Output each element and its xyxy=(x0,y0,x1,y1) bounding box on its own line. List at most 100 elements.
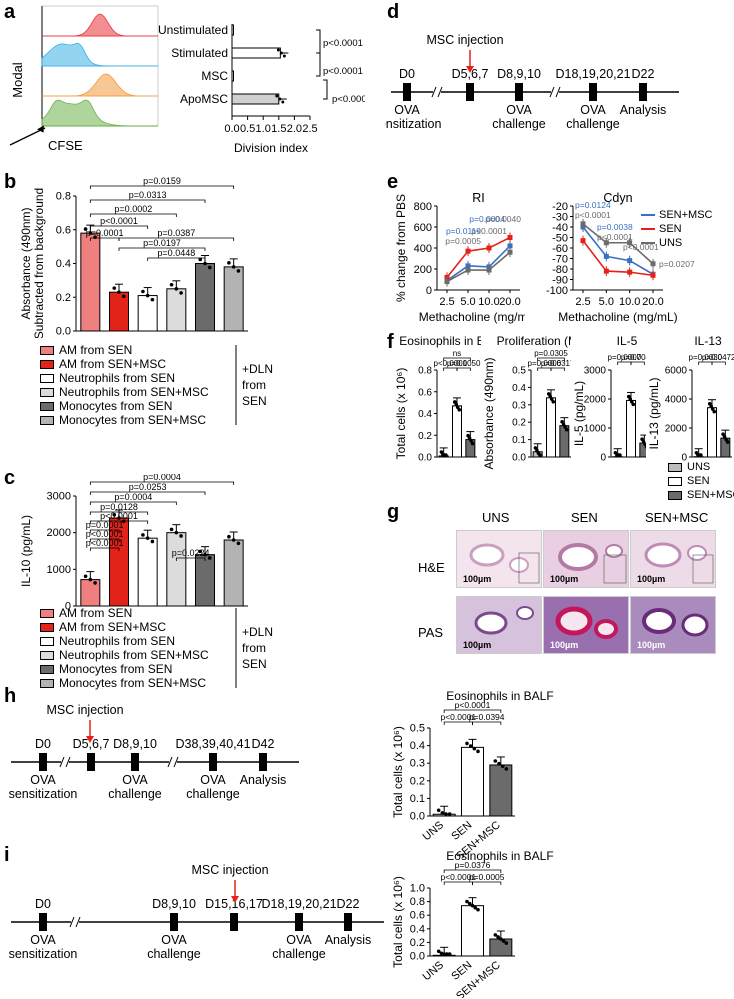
point-1-2 xyxy=(627,269,633,275)
bar-2 xyxy=(137,537,158,607)
legend-item: SEN+MSC xyxy=(641,208,713,222)
legend-item: UNS xyxy=(668,460,734,474)
pvalue-bracket: p=0.0253 xyxy=(129,482,167,492)
legend-label: AM from SEN xyxy=(59,343,133,357)
panel-label-a: a xyxy=(4,1,16,23)
injection-label: MSC injection xyxy=(46,703,123,717)
bracket-b-line3: SEN xyxy=(242,394,267,408)
he-sen-image: 100µm xyxy=(543,530,629,588)
bar-4 xyxy=(195,554,215,607)
series-line-0 xyxy=(446,245,511,282)
y-tick-2: 400 xyxy=(414,243,432,255)
y-tick-1: 0.2 xyxy=(410,937,425,949)
y-tick-1: 1000 xyxy=(584,424,607,435)
y-tick-1: -30 xyxy=(552,212,568,224)
y-tick-0: 0.0 xyxy=(512,453,526,464)
pvalue-bracket: p=0.0001 xyxy=(86,228,124,238)
flow-ylabel: Modal xyxy=(10,62,25,98)
legend-label: SEN xyxy=(687,475,710,487)
timeline-tick-4 xyxy=(639,83,647,101)
y-tick-2: 0.4 xyxy=(56,258,71,270)
pvalue-bracket: p=0.0128 xyxy=(100,502,138,512)
timeline-day-2: D8,9,10 xyxy=(113,737,157,751)
timeline-tick-2 xyxy=(230,913,238,931)
legend-swatch xyxy=(40,650,54,660)
pvalue-bracket: p<0.0001 xyxy=(440,872,476,882)
point-2-0 xyxy=(444,279,450,285)
y-tick-1: 0.1 xyxy=(410,793,425,805)
y-tick-2: -40 xyxy=(552,222,568,234)
timeline-tick-1 xyxy=(466,83,474,101)
il13-chart: 0 2000 4000 6000 IL-13 (pg/mL) IL-13 p=0.0030p… xyxy=(647,334,734,464)
category-label-0: UNS xyxy=(421,959,447,983)
bracket-c-line2: from xyxy=(242,641,266,655)
scale-he-sen: 100µm xyxy=(550,574,579,584)
legend-swatch xyxy=(40,359,54,369)
timeline-tick-0 xyxy=(39,913,47,931)
legend-swatch xyxy=(668,490,682,500)
x-tick-1: 5.0 xyxy=(460,296,475,308)
y-tick-4: 0.4 xyxy=(410,740,425,752)
y-tick-3: 0.6 xyxy=(56,224,71,236)
timeline-event-0-0: OVA xyxy=(30,933,56,947)
chart-title: Eosinophils in BALF xyxy=(446,849,553,863)
panel-label-d: d xyxy=(387,1,400,23)
point-1-3 xyxy=(507,235,513,240)
bracket-b-line2: from xyxy=(242,378,266,392)
x-tick-5: 2.5 xyxy=(302,123,317,135)
timeline-event-1-1: challenge xyxy=(492,117,546,131)
timeline-event-2-0: OVA xyxy=(580,103,606,117)
pvalue-bracket: p<0.0001 xyxy=(100,511,138,521)
legend-item: SEN xyxy=(641,222,713,236)
timeline-day-1: D5,6,7 xyxy=(73,737,110,751)
legend-item: Monocytes from SEN xyxy=(40,662,209,676)
y-tick-4: 0.8 xyxy=(418,366,432,377)
legend-item: Monocytes from SEN+MSC xyxy=(40,676,209,690)
he-uns-image: 100µm xyxy=(456,530,542,588)
legend-label: Neutrophils from SEN xyxy=(59,634,176,648)
pvalue-bracket: p=0.0042 xyxy=(621,353,646,362)
flow-histograms: Modal CFSE xyxy=(9,5,159,153)
timeline-event-0-0: OVA xyxy=(394,103,420,117)
chart-title: Eosinophils in BALF xyxy=(399,334,481,348)
legend-swatch xyxy=(40,608,54,618)
y-tick-1: 2000 xyxy=(665,424,688,435)
pvalue-bracket: p=0.0394 xyxy=(469,712,505,722)
pvalue-bracket: p=0.0030 xyxy=(689,353,723,362)
timeline-day-3: D18,19,20,21 xyxy=(261,897,336,911)
legend-label: UNS xyxy=(687,461,711,473)
timeline-day-3: D18,19,20,21 xyxy=(555,67,630,81)
pvalue-bracket: p=0.0472 xyxy=(702,353,734,362)
legend-item: SEN xyxy=(668,474,734,488)
timeline-day-0: D0 xyxy=(35,897,51,911)
point-2-1 xyxy=(603,240,609,246)
chart-title: Eosinophils in BALF xyxy=(446,689,553,703)
legend-swatch xyxy=(40,387,54,397)
bracket-c-line3: SEN xyxy=(242,657,267,671)
legend-c: AM from SEN AM from SEN+MSC Neutrophils fr… xyxy=(40,606,209,690)
pvalue-cdyn-4: p<0.0001 xyxy=(623,242,659,252)
series-line-2 xyxy=(582,223,654,265)
pvalue-bracket: p=0.0006 xyxy=(528,359,562,368)
panel-label-h: h xyxy=(4,685,17,707)
pvalue-cdyn-1: p<0.0001 xyxy=(575,210,611,220)
pvalue-bracket: p=0.0376 xyxy=(455,860,491,870)
proliferation-chart: 0.0 0.1 0.2 0.3 0.4 0.5 Absorbance (490nm)Prol… xyxy=(482,334,571,470)
pvalue-ri-4: p=0.0005 xyxy=(445,236,481,246)
y-tick-2: 0.2 xyxy=(512,418,526,429)
timeline-event-0-0: OVA xyxy=(30,773,56,787)
legend-item: Monocytes from SEN+MSC xyxy=(40,413,209,427)
legend-b: AM from SEN AM from SEN+MSC Neutrophils fr… xyxy=(40,343,209,427)
pvalue-bracket: p<0.0001 xyxy=(86,529,124,539)
legend-item: Neutrophils from SEN+MSC xyxy=(40,385,209,399)
timeline-tick-0 xyxy=(39,753,47,771)
y-axis-label: Total cells (x 10⁶) xyxy=(394,368,408,460)
y-tick-1: 0.1 xyxy=(512,435,526,446)
y-tick-3: -50 xyxy=(552,233,568,245)
legend-item: AM from SEN+MSC xyxy=(40,357,209,371)
timeline-event-2-0: OVA xyxy=(286,933,312,947)
scale-he-senmsc: 100µm xyxy=(637,574,666,584)
